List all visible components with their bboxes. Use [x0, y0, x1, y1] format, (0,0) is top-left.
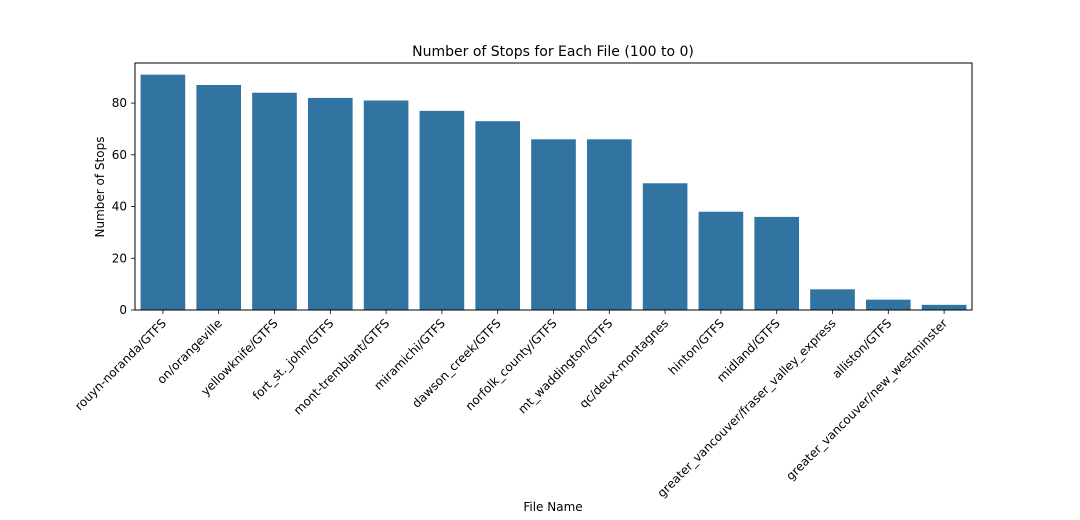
y-tick-label: 20: [112, 251, 127, 265]
x-tick-label: mt_waddington/GTFS: [515, 316, 615, 416]
bar: [196, 84, 242, 310]
x-tick-label: mont-tremblant/GTFS: [291, 316, 392, 417]
chart-title: Number of Stops for Each File (100 to 0): [412, 44, 694, 60]
y-tick-label: 0: [119, 303, 127, 317]
x-tick-label: hinton/GTFS: [666, 316, 727, 377]
bars-group: [140, 74, 967, 311]
bar: [865, 299, 911, 310]
y-axis: 0 20 40 60 80: [112, 96, 135, 317]
x-axis-label: File Name: [523, 500, 582, 514]
x-axis: rouyn-noranda/GTFSon/orangevilleyellowkn…: [72, 310, 950, 500]
bar: [475, 121, 521, 310]
bar: [754, 216, 800, 310]
bar: [531, 139, 576, 310]
bar: [140, 74, 186, 310]
x-tick-label: rouyn-noranda/GTFS: [72, 316, 169, 413]
y-tick-label: 80: [112, 96, 127, 110]
bar: [307, 97, 353, 310]
bar: [642, 183, 688, 310]
bar: [698, 211, 744, 310]
bar: [586, 139, 632, 310]
bar: [419, 110, 465, 310]
y-tick-label: 60: [112, 148, 127, 162]
bar: [810, 289, 855, 310]
bar: [252, 92, 297, 311]
y-axis-label: Number of Stops: [93, 137, 107, 238]
y-tick-label: 40: [112, 200, 127, 214]
bar: [921, 304, 967, 310]
bar: [363, 100, 409, 310]
x-tick-label: norfolk_county/GTFS: [463, 316, 560, 413]
